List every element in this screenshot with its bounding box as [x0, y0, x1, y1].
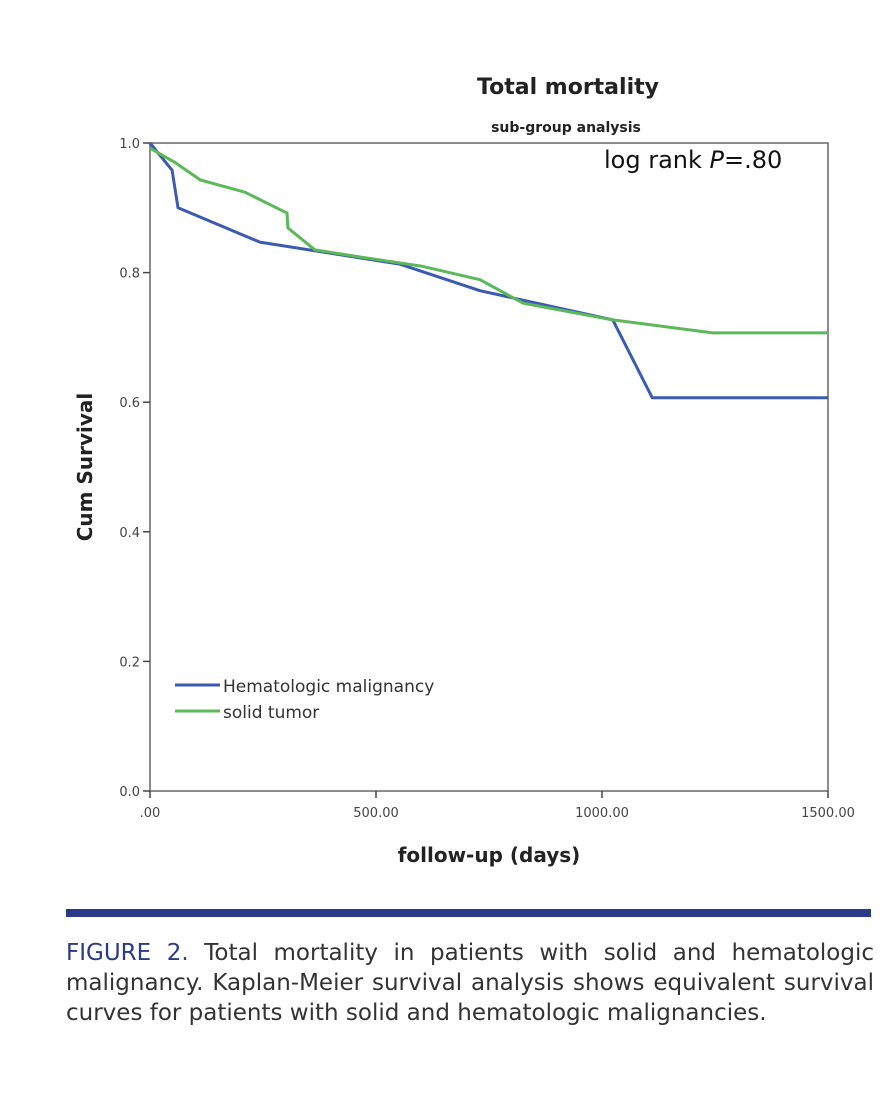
- chart-title: Total mortality: [477, 75, 659, 100]
- x-tick-label: .00: [140, 806, 161, 821]
- x-axis-label: follow-up (days): [398, 843, 581, 867]
- plot-frame: [149, 142, 829, 792]
- y-tick-label: 0.6: [119, 396, 140, 411]
- y-tick-label: 0.2: [119, 655, 140, 670]
- figure-label: FIGURE 2.: [66, 940, 189, 966]
- y-tick-label: 0.8: [119, 267, 140, 282]
- legend-label-0: Hematologic malignancy: [223, 677, 434, 697]
- caption-divider: [66, 909, 871, 917]
- series-line-0: [148, 142, 828, 400]
- chart-subtitle: sub-group analysis: [491, 120, 641, 136]
- legend-label-1: solid tumor: [223, 703, 319, 723]
- y-tick-label: 0.0: [119, 785, 140, 800]
- km-chart: 0.0 0.2 0.4 0.6 0.8 1.0 .00 500.00 1000.00 1500.0…: [73, 75, 855, 867]
- x-tick-label: 1500.00: [801, 806, 855, 821]
- series-line-1: [149, 146, 828, 335]
- caption-text: Total mortality in patients with solid a…: [66, 940, 874, 1026]
- y-tick-label: 0.4: [119, 526, 140, 541]
- x-tick-label: 1000.00: [575, 806, 629, 821]
- y-axis-label: Cum Survival: [73, 393, 97, 542]
- log-rank-annotation: log rank P=.80: [604, 146, 783, 174]
- y-tick-label: 1.0: [119, 137, 140, 152]
- figure-caption: FIGURE 2. Total mortality in patients wi…: [66, 938, 874, 1028]
- x-tick-label: 500.00: [353, 806, 399, 821]
